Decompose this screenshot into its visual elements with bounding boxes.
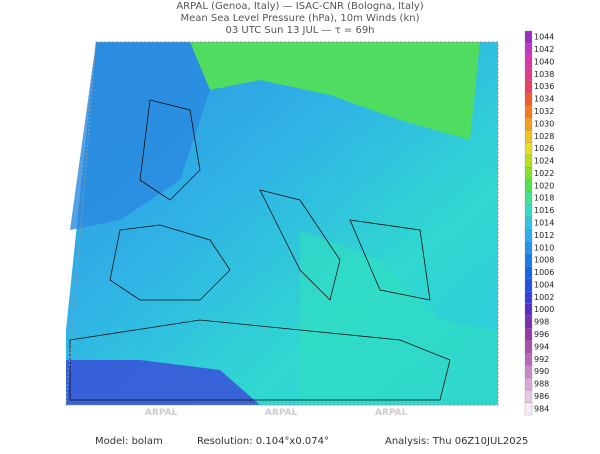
colorbar-box: [524, 43, 533, 56]
colorbar-box: [524, 191, 533, 205]
colorbar-label: 1038: [534, 70, 554, 79]
colorbar-label: 1014: [534, 219, 554, 228]
colorbar-box: [524, 303, 533, 317]
colorbar-box: [524, 390, 533, 403]
colorbar-box: [524, 204, 533, 217]
colorbar-label: 994: [534, 342, 549, 351]
field-mid: [300, 230, 498, 405]
header-line: Mean Sea Level Pressure (hPa), 10m Winds…: [181, 13, 420, 24]
colorbar-box: [524, 340, 533, 354]
colorbar-box: [524, 105, 533, 118]
colorbar-box: [524, 290, 533, 304]
colorbar-label: 1040: [534, 57, 554, 66]
colorbar-box: [524, 80, 533, 94]
colorbar-box: [524, 278, 533, 292]
header-line: 03 UTC Sun 13 JUL — τ = 69h: [225, 25, 374, 36]
colorbar-label: 1036: [534, 82, 554, 91]
colorbar-label: 988: [534, 380, 549, 389]
colorbar-box: [524, 216, 533, 230]
colorbar-box: [524, 30, 533, 44]
colorbar-label: 1008: [534, 256, 554, 265]
colorbar-label: 1044: [534, 33, 554, 42]
colorbar-box: [524, 241, 533, 255]
colorbar-box: [524, 68, 533, 81]
field-high: [190, 42, 480, 140]
colorbar-label: 1004: [534, 280, 554, 289]
colorbar-label: 1034: [534, 95, 554, 104]
colorbar: 984 986 988 990 992 994 996 998 1000 1002 1004 1006…: [524, 30, 554, 416]
colorbar-box: [524, 315, 533, 329]
colorbar-label: 1006: [534, 268, 554, 277]
colorbar-box: [524, 179, 533, 193]
footer-resolution: Resolution: 0.104°x0.074°: [197, 436, 329, 447]
colorbar-label: 1032: [534, 107, 554, 116]
colorbar-label: 984: [534, 404, 549, 413]
colorbar-box: [524, 129, 533, 143]
colorbar-box: [524, 92, 533, 106]
colorbar-label: 1028: [534, 132, 554, 141]
colorbar-label: 1018: [534, 194, 554, 203]
watermark: ARPAL: [145, 408, 178, 418]
colorbar-box: [524, 55, 533, 69]
colorbar-label: 1022: [534, 169, 554, 178]
colorbar-label: 1010: [534, 243, 554, 252]
colorbar-label: 1000: [534, 305, 554, 314]
map: [65, 41, 499, 406]
colorbar-box: [524, 154, 533, 168]
colorbar-label: 1012: [534, 231, 554, 240]
header-line: ARPAL (Genoa, Italy) — ISAC-CNR (Bologna…: [176, 1, 423, 12]
colorbar-box: [524, 253, 533, 267]
colorbar-label: 996: [534, 330, 549, 339]
colorbar-box: [524, 142, 533, 156]
colorbar-label: 990: [534, 367, 549, 376]
colorbar-box: [524, 117, 533, 131]
colorbar-box: [524, 352, 533, 366]
field-low: [70, 42, 210, 230]
footer-analysis: Analysis: Thu 06Z10JUL2025: [385, 436, 528, 447]
colorbar-label: 998: [534, 318, 549, 327]
colorbar-label: 1020: [534, 181, 554, 190]
colorbar-label: 986: [534, 392, 549, 401]
colorbar-label: 1026: [534, 144, 554, 153]
field-low: [66, 360, 260, 405]
colorbar-box: [524, 402, 533, 416]
footer-model: Model: bolam: [95, 436, 163, 447]
colorbar-label: 1024: [534, 157, 554, 166]
watermark: ARPAL: [375, 408, 408, 418]
colorbar-box: [524, 365, 533, 378]
colorbar-label: 992: [534, 355, 549, 364]
colorbar-label: 1042: [534, 45, 554, 54]
colorbar-box: [524, 328, 533, 341]
colorbar-label: 1002: [534, 293, 554, 302]
watermark: ARPAL: [265, 408, 298, 418]
map-border: [65, 41, 499, 406]
colorbar-box: [524, 377, 533, 391]
coastline: [69, 99, 451, 401]
colorbar-box: [524, 266, 533, 279]
colorbar-box: [524, 229, 533, 242]
colorbar-label: 1016: [534, 206, 554, 215]
colorbar-label: 1030: [534, 119, 554, 128]
colorbar-box: [524, 167, 533, 180]
